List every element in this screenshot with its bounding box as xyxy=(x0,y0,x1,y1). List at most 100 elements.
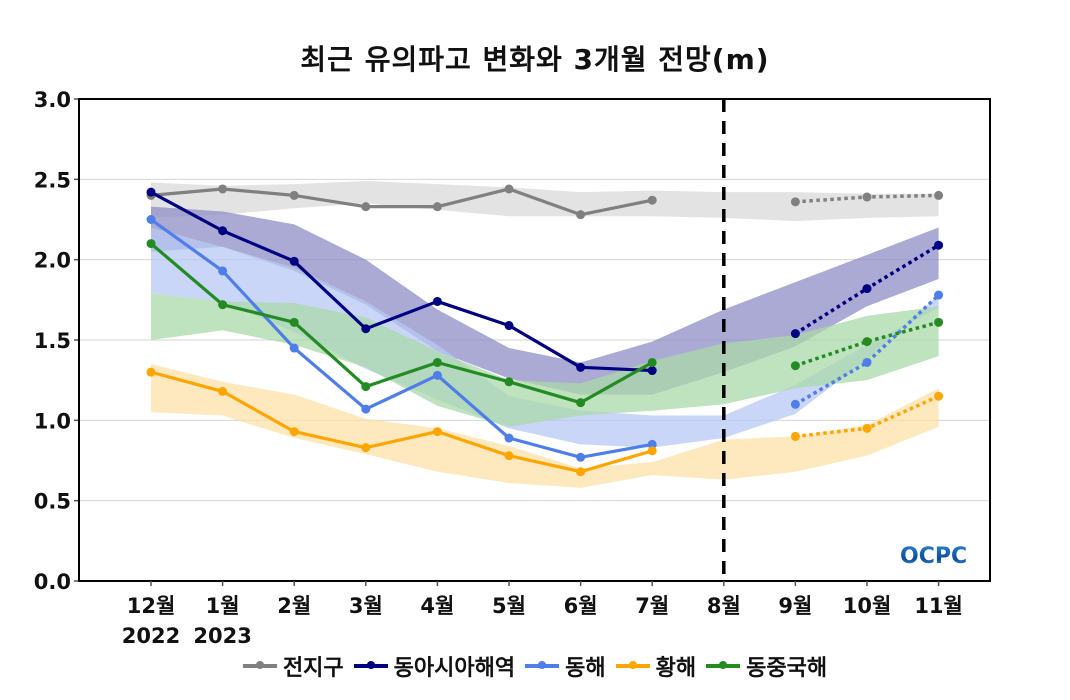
forecast-point xyxy=(934,391,944,401)
forecast-point xyxy=(862,284,872,294)
x-tick-label: 2월 xyxy=(277,594,311,618)
x-tick-label: 3월 xyxy=(349,594,383,618)
observed-point xyxy=(504,377,514,387)
forecast-point xyxy=(790,361,800,371)
observed-point xyxy=(647,439,657,449)
x-tick-label: 1월 xyxy=(206,594,240,618)
observed-line-동해 xyxy=(150,218,653,459)
observed-point xyxy=(289,256,299,266)
x-tick-label: 9월 xyxy=(778,594,812,618)
x-tick-label: 10월 xyxy=(843,594,892,618)
x-year-label: 2023 xyxy=(193,624,251,648)
observed-point xyxy=(289,343,299,353)
legend-label: 동아시아해역 xyxy=(393,656,516,681)
legend-label: 동해 xyxy=(565,656,606,681)
band-동중국해 xyxy=(151,293,939,427)
observed-line-황해 xyxy=(150,370,653,474)
x-tick-label: 7월 xyxy=(635,594,669,618)
observed-point xyxy=(218,184,228,194)
axis-layer: 0.0 0.5 1.0 1.5 2.0 2.5 3.0 12월 1월 2월 3월 4월 5월 6월 7월 8월… xyxy=(34,88,991,648)
observed-point xyxy=(361,202,371,212)
observed-point xyxy=(576,398,586,408)
observed-point xyxy=(504,433,514,443)
y-tick-label: 1.5 xyxy=(34,329,71,353)
observed-point xyxy=(432,296,442,306)
y-tick-label: 2.5 xyxy=(34,168,71,192)
legend-swatch-icon xyxy=(615,661,650,669)
x-year-label: 2022 xyxy=(122,624,180,648)
observed-point xyxy=(289,317,299,327)
band-황해 xyxy=(151,364,939,488)
forecast-line-동해 xyxy=(794,293,940,406)
y-tick-label: 0.0 xyxy=(34,570,71,594)
observed-line-동아시아해역 xyxy=(150,190,653,373)
plot-frame xyxy=(78,98,991,582)
observed-point xyxy=(504,321,514,331)
forecast-point xyxy=(934,190,944,200)
observed-point xyxy=(432,370,442,380)
x-tick-label: 6월 xyxy=(564,594,598,618)
observed-point xyxy=(432,202,442,212)
legend-label: 전지구 xyxy=(282,656,344,681)
observed-point xyxy=(361,443,371,453)
forecast-point xyxy=(862,423,872,433)
forecast-point xyxy=(790,431,800,441)
observed-point xyxy=(146,239,156,249)
observed-point xyxy=(576,452,586,462)
observed-point xyxy=(146,187,156,197)
forecast-point xyxy=(790,399,800,409)
observed-point xyxy=(576,362,586,372)
y-tick-label: 2.0 xyxy=(34,249,71,273)
observed-point xyxy=(361,404,371,414)
x-tick-label: 5월 xyxy=(492,594,526,618)
observed-point xyxy=(504,184,514,194)
observed-point xyxy=(218,300,228,310)
observed-point xyxy=(647,195,657,205)
chart-title: 최근 유의파고 변화와 3개월 전망(m) xyxy=(300,43,770,76)
legend-item: 동해 xyxy=(525,650,606,682)
observed-point xyxy=(504,451,514,461)
observed-point xyxy=(218,226,228,236)
y-tick-label: 3.0 xyxy=(34,88,71,112)
forecast-point xyxy=(790,197,800,207)
legend-swatch-icon xyxy=(353,661,388,669)
observed-point xyxy=(361,324,371,334)
legend: 전지구 동아시아해역 동해 황해 동중국해 xyxy=(0,650,1070,682)
x-tick-label: 4월 xyxy=(420,594,454,618)
observed-point xyxy=(432,357,442,367)
line-layer xyxy=(146,184,944,477)
observed-point xyxy=(146,367,156,377)
observed-point xyxy=(218,386,228,396)
x-tick-label: 11월 xyxy=(914,594,963,618)
forecast-point xyxy=(790,329,800,339)
forecast-point xyxy=(862,192,872,202)
y-tick-label: 0.5 xyxy=(34,490,71,514)
observed-line-전지구 xyxy=(150,187,653,217)
observed-point xyxy=(647,446,657,456)
observed-point xyxy=(432,427,442,437)
forecast-point xyxy=(862,357,872,367)
ocpc-logo: OCPC xyxy=(900,544,968,569)
forecast-point xyxy=(934,240,944,250)
forecast-point xyxy=(862,337,872,347)
legend-swatch-icon xyxy=(706,661,741,669)
band-layer xyxy=(151,180,939,488)
observed-point xyxy=(576,210,586,220)
observed-point xyxy=(289,190,299,200)
legend-label: 황해 xyxy=(655,656,697,681)
observed-line-동중국해 xyxy=(149,242,653,405)
observed-point xyxy=(218,266,228,276)
legend-item: 동아시아해역 xyxy=(353,650,516,682)
legend-item: 황해 xyxy=(615,650,697,682)
y-tick-label: 1.0 xyxy=(34,409,71,433)
observed-point xyxy=(289,427,299,437)
observed-point xyxy=(146,215,156,224)
observed-point xyxy=(647,366,657,376)
forecast-point xyxy=(934,317,944,327)
forecast-point xyxy=(934,290,944,300)
legend-swatch-icon xyxy=(242,661,277,669)
x-tick-label: 12월 xyxy=(127,594,176,618)
legend-label: 동중국해 xyxy=(746,656,828,681)
legend-item: 동중국해 xyxy=(706,650,827,682)
